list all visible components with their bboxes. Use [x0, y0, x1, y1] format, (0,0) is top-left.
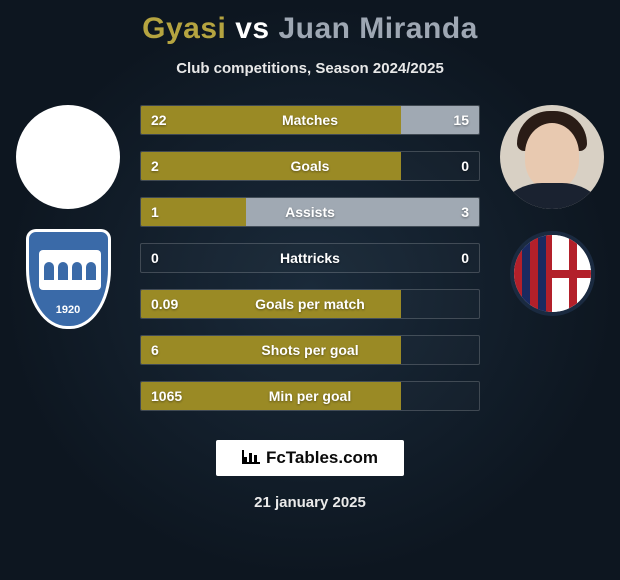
- player1-avatar: [16, 105, 120, 209]
- subtitle: Club competitions, Season 2024/2025: [0, 60, 620, 77]
- stat-label: Min per goal: [141, 382, 479, 410]
- chart-icon: [242, 450, 260, 464]
- stat-row: 20Goals: [140, 151, 480, 181]
- stats-bars: 2215Matches 20Goals 13Assists 00Hattricks 0.…: [140, 105, 480, 427]
- stat-label: Goals per match: [141, 290, 479, 318]
- stat-label: Shots per goal: [141, 336, 479, 364]
- stat-label: Goals: [141, 152, 479, 180]
- crest-year: 1920: [29, 304, 108, 316]
- stat-row: 0.09Goals per match: [140, 289, 480, 319]
- vs-text: vs: [235, 12, 269, 45]
- stat-row: 00Hattricks: [140, 243, 480, 273]
- player2-avatar: [500, 105, 604, 209]
- brand-badge: FcTables.com: [216, 440, 404, 476]
- brand-text: FcTables.com: [266, 448, 378, 467]
- left-player-column: 1920: [8, 105, 128, 329]
- stat-row: 6Shots per goal: [140, 335, 480, 365]
- date-text: 21 january 2025: [0, 494, 620, 511]
- stat-row: 13Assists: [140, 197, 480, 227]
- player2-club-crest: [510, 231, 595, 316]
- stat-label: Matches: [141, 106, 479, 134]
- player1-club-crest: 1920: [26, 229, 111, 329]
- comparison-title: Gyasi vs Juan Miranda: [0, 12, 620, 46]
- stat-label: Assists: [141, 198, 479, 226]
- stat-label: Hattricks: [141, 244, 479, 272]
- stat-row: 1065Min per goal: [140, 381, 480, 411]
- right-player-column: [492, 105, 612, 316]
- player1-name: Gyasi: [142, 12, 226, 45]
- player2-name: Juan Miranda: [278, 12, 477, 45]
- stat-row: 2215Matches: [140, 105, 480, 135]
